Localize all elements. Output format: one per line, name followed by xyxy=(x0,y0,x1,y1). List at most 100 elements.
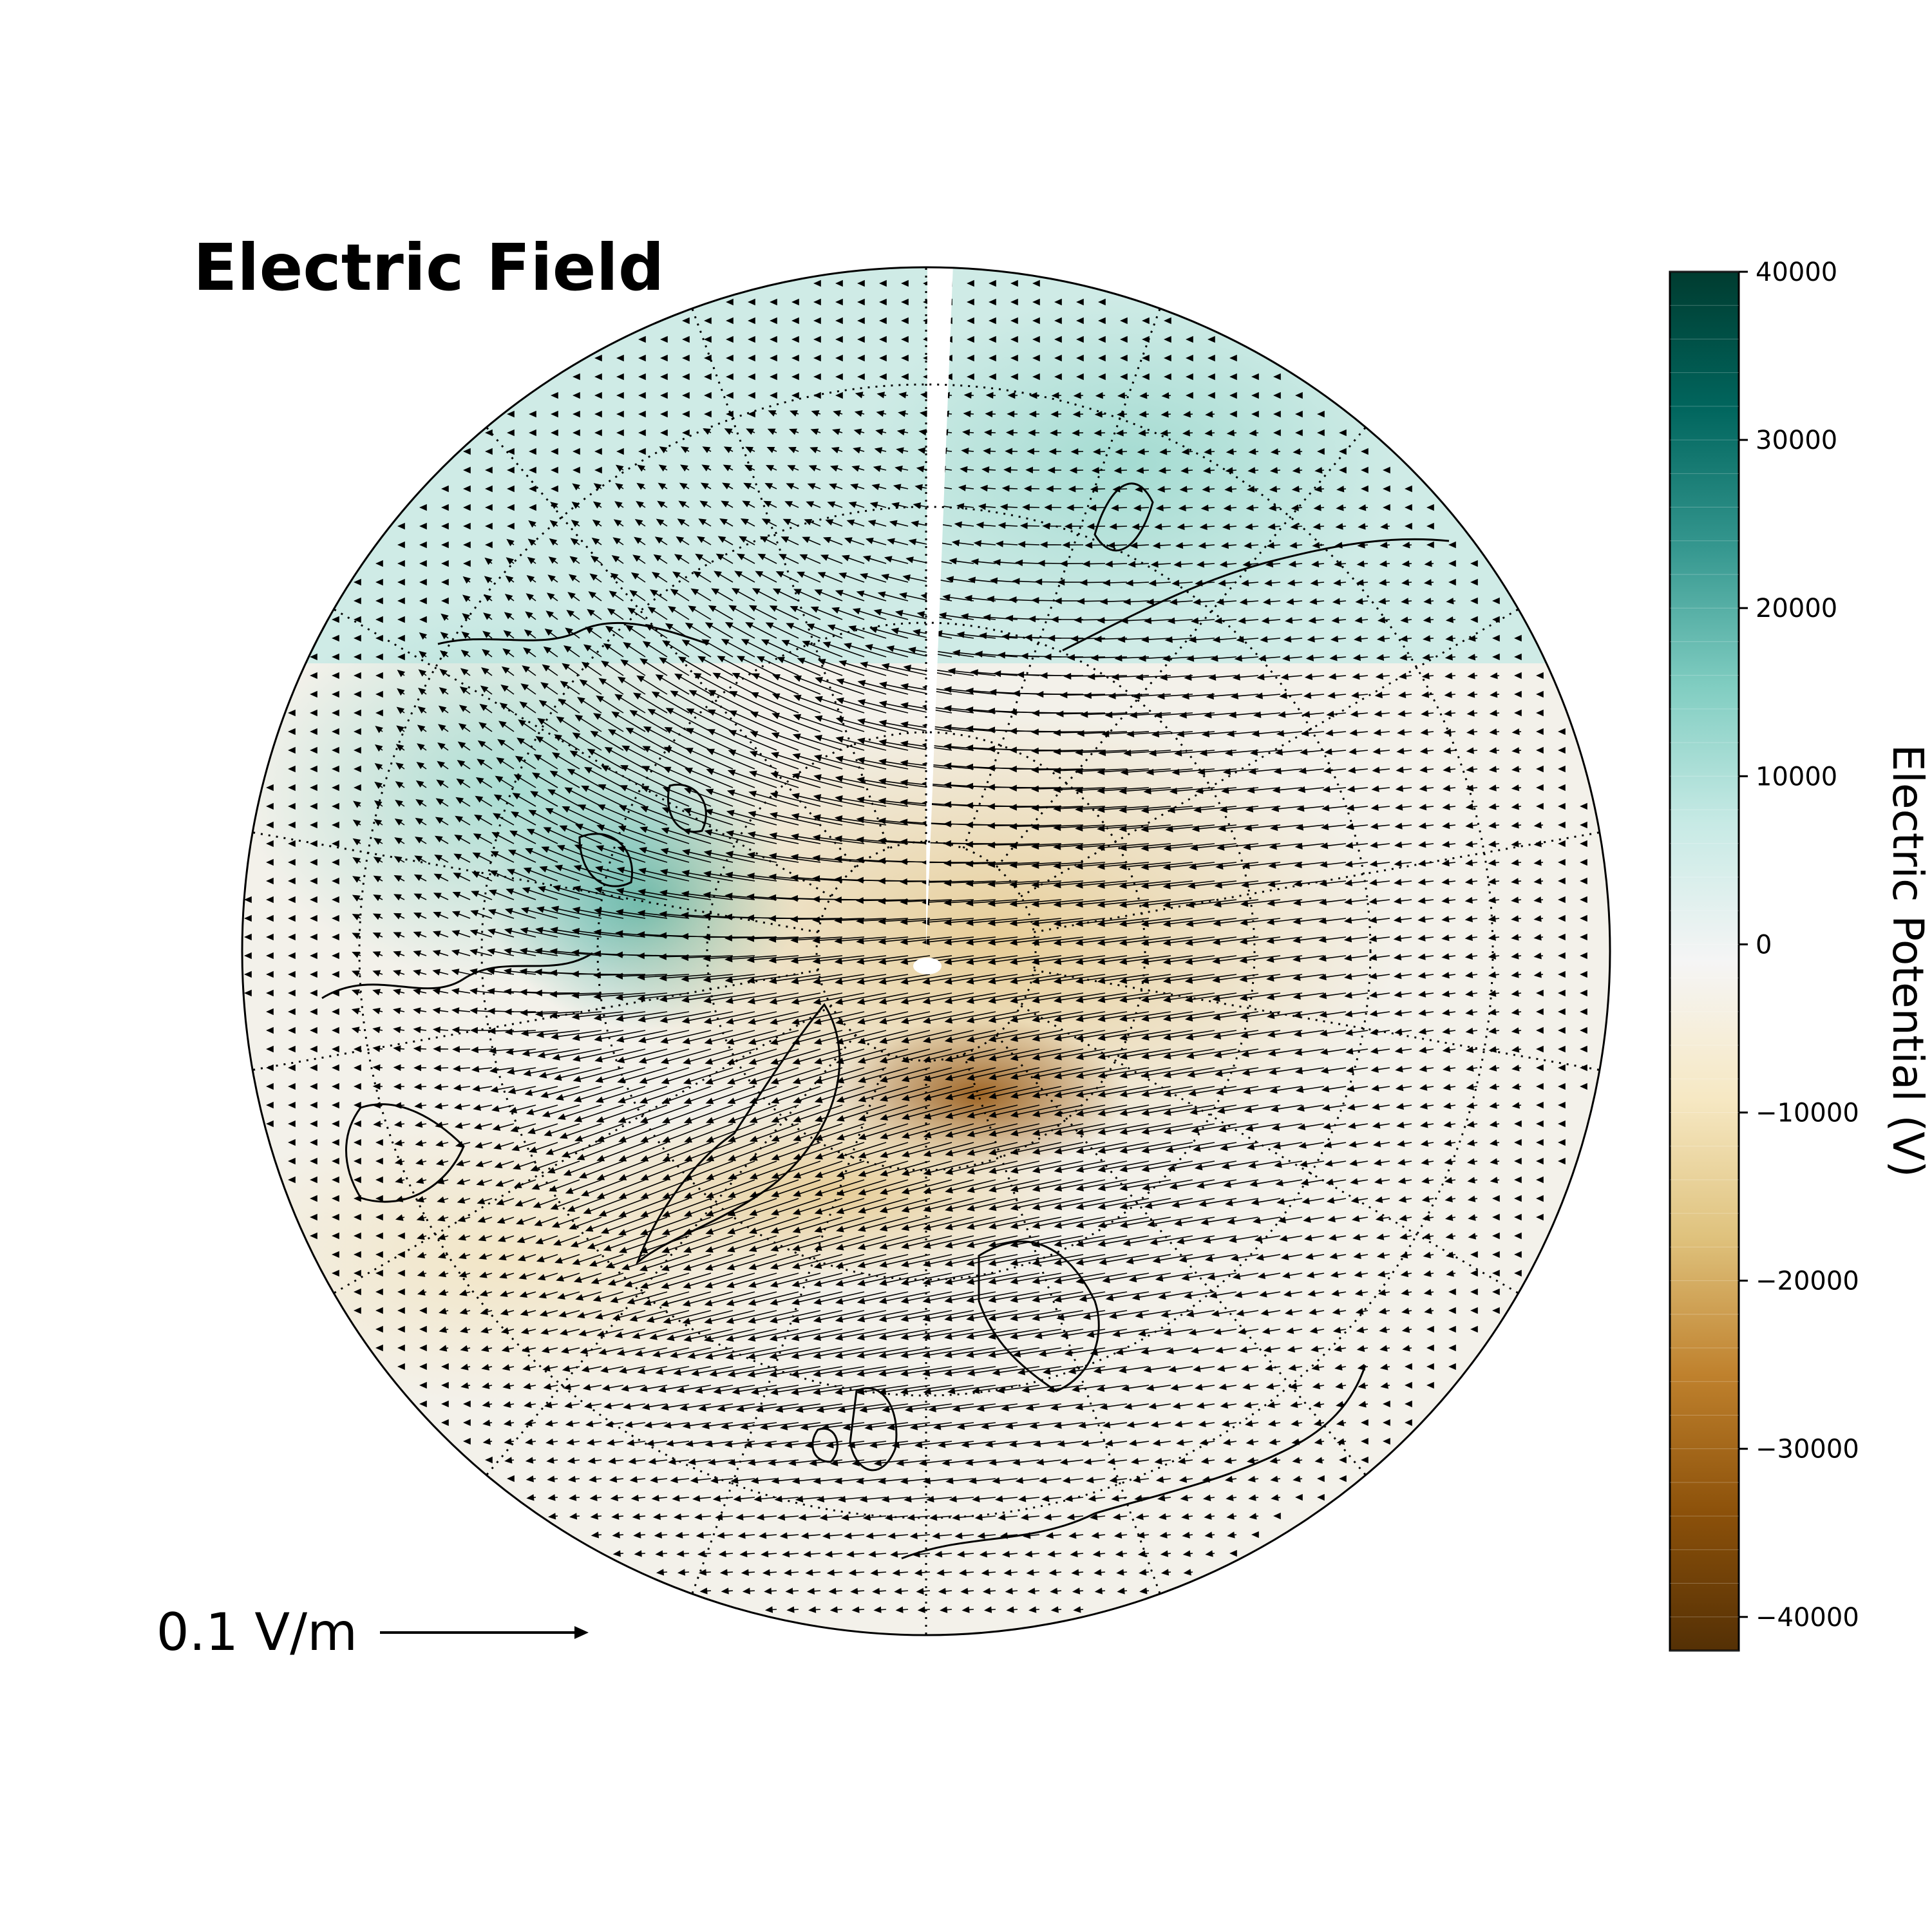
field-vector-arrow xyxy=(812,834,865,844)
field-vector-arrow xyxy=(743,482,755,489)
field-vector-arrow xyxy=(1333,579,1347,586)
field-vector-arrow xyxy=(790,606,821,620)
field-vector-arrow xyxy=(876,410,887,417)
field-vector-arrow xyxy=(546,592,558,601)
field-vector-arrow xyxy=(967,354,974,362)
field-vector-arrow xyxy=(688,605,712,620)
field-vector-arrow xyxy=(435,817,449,826)
field-vector-arrow xyxy=(770,373,777,381)
field-vector-arrow xyxy=(462,576,471,584)
field-vector-arrow xyxy=(413,893,427,900)
field-vector-arrow xyxy=(790,916,843,923)
field-vector-arrow xyxy=(470,910,493,919)
field-vector-arrow xyxy=(772,693,821,714)
field-vector-arrow xyxy=(1467,672,1478,679)
field-vector-arrow xyxy=(1090,654,1128,661)
field-vector-arrow xyxy=(835,795,887,807)
field-vector-arrow xyxy=(1241,880,1281,888)
field-vector-arrow xyxy=(750,712,799,732)
field-vector-arrow xyxy=(1176,730,1215,738)
field-vector-arrow xyxy=(1069,467,1084,474)
field-vector-arrow xyxy=(432,949,449,956)
field-vector-arrow xyxy=(1464,915,1478,923)
field-vector-arrow xyxy=(1251,392,1259,399)
field-vector-arrow xyxy=(1377,616,1390,623)
field-vector-arrow xyxy=(873,609,909,620)
field-vector-arrow xyxy=(790,853,843,863)
field-vector-arrow xyxy=(1107,542,1128,549)
field-vector-arrow xyxy=(551,905,602,919)
field-vector-arrow xyxy=(591,555,602,564)
field-vector-arrow xyxy=(618,805,668,826)
field-vector-arrow xyxy=(901,279,909,287)
field-vector-arrow xyxy=(1355,598,1368,605)
field-vector-arrow xyxy=(512,793,536,807)
field-vector-arrow xyxy=(848,501,865,508)
field-vector-arrow xyxy=(1164,336,1171,343)
field-vector-arrow xyxy=(506,538,515,547)
field-vector-arrow xyxy=(463,522,471,530)
field-vector-arrow xyxy=(373,875,383,882)
field-vector-arrow xyxy=(943,955,996,965)
field-vector-arrow xyxy=(1325,729,1347,737)
field-vector-arrow xyxy=(1097,880,1150,889)
field-vector-arrow xyxy=(898,592,931,601)
field-vector-arrow xyxy=(563,645,580,658)
field-vector-arrow xyxy=(1533,822,1544,829)
field-vector-arrow xyxy=(704,410,712,418)
field-vector-arrow xyxy=(812,916,865,923)
field-vector-arrow xyxy=(1220,542,1237,549)
field-vector-arrow xyxy=(659,953,712,960)
field-vector-arrow xyxy=(745,622,777,639)
field-vector-arrow xyxy=(354,690,361,698)
field-vector-arrow xyxy=(484,557,493,565)
field-vector-arrow xyxy=(541,846,580,863)
field-vector-arrow xyxy=(1261,617,1281,624)
field-vector-arrow xyxy=(740,518,755,527)
field-vector-arrow xyxy=(1339,466,1347,474)
field-vector-arrow xyxy=(772,588,799,601)
field-vector-arrow xyxy=(413,874,427,882)
field-vector-arrow xyxy=(659,869,712,882)
field-vector-arrow xyxy=(1488,859,1500,866)
field-vector-arrow xyxy=(590,730,624,751)
field-vector-arrow xyxy=(1266,918,1303,925)
field-vector-arrow xyxy=(898,392,909,399)
field-vector-arrow xyxy=(967,298,974,306)
field-vector-arrow xyxy=(1167,617,1193,625)
field-vector-arrow xyxy=(869,502,887,509)
field-vector-arrow xyxy=(747,831,799,844)
field-vector-arrow xyxy=(574,714,602,732)
field-vector-arrow xyxy=(332,858,339,866)
field-vector-arrow xyxy=(1053,748,1106,755)
field-vector-arrow xyxy=(441,597,449,605)
field-vector-arrow xyxy=(681,891,734,900)
field-vector-arrow xyxy=(475,795,493,807)
field-vector-arrow xyxy=(603,643,624,658)
field-vector-arrow xyxy=(616,887,668,900)
field-vector-arrow xyxy=(609,591,624,601)
field-vector-arrow xyxy=(1009,918,1062,927)
field-vector-arrow xyxy=(860,573,887,583)
potential-teal-upper-right xyxy=(857,296,1397,631)
field-vector-arrow xyxy=(536,906,580,919)
field-vector-arrow xyxy=(1580,840,1587,848)
field-vector-arrow xyxy=(1305,654,1325,661)
field-vector-arrow xyxy=(266,821,274,829)
field-vector-arrow xyxy=(1533,896,1544,904)
field-vector-arrow xyxy=(1304,673,1325,681)
field-vector-arrow xyxy=(791,317,799,325)
field-vector-arrow xyxy=(1376,635,1390,643)
field-vector-arrow xyxy=(619,785,668,807)
field-vector-arrow xyxy=(562,806,602,826)
field-vector-arrow xyxy=(1383,466,1390,474)
field-vector-arrow xyxy=(639,658,668,676)
field-vector-arrow xyxy=(1208,674,1237,681)
field-vector-arrow xyxy=(1208,354,1215,362)
field-vector-arrow xyxy=(623,642,646,658)
field-vector-arrow xyxy=(900,936,952,945)
field-vector-arrow xyxy=(951,539,974,547)
field-vector-arrow xyxy=(1536,746,1544,754)
field-vector-arrow xyxy=(1053,786,1106,793)
field-vector-arrow xyxy=(1358,523,1368,530)
